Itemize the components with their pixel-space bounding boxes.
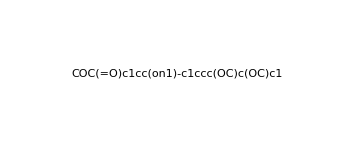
Text: COC(=O)c1cc(on1)-c1ccc(OC)c(OC)c1: COC(=O)c1cc(on1)-c1ccc(OC)c(OC)c1 [72, 69, 283, 79]
